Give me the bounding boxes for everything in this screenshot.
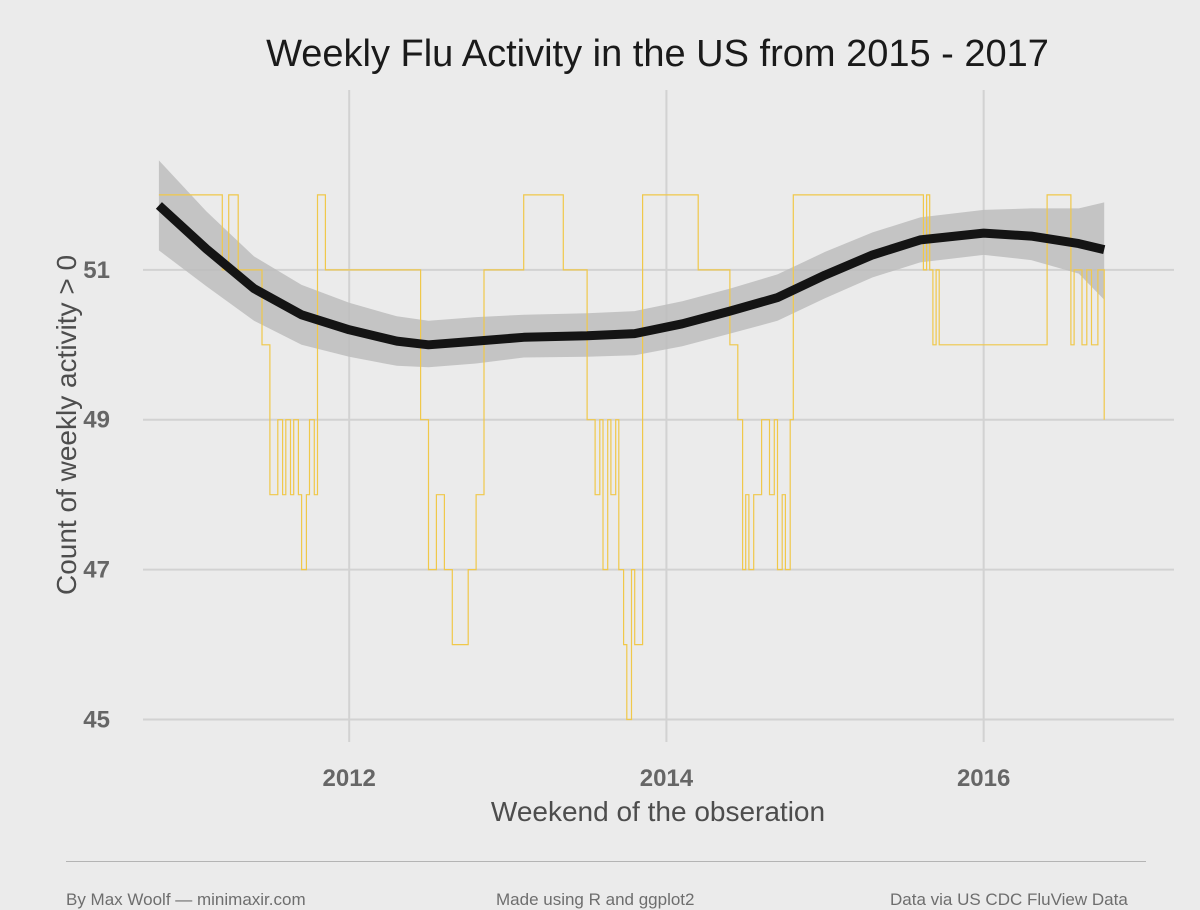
footer-source: Data via US CDC FluView Data xyxy=(890,890,1128,909)
x-tick-label-2016: 2016 xyxy=(957,765,1010,792)
confidence-ribbon xyxy=(158,160,1105,368)
footer-tools: Made using R and ggplot2 xyxy=(496,890,695,909)
series-line-weekly-activity xyxy=(158,194,1105,721)
series-line-smooth-trend xyxy=(155,202,1106,350)
x-tick-label-2014: 2014 xyxy=(640,765,694,792)
y-tick-label-45: 45 xyxy=(83,707,110,734)
chart-title: Weekly Flu Activity in the US from 2015 … xyxy=(266,33,1049,75)
tick-labels: 45 47 49 51 2012 2014 2016 xyxy=(83,257,1010,792)
footer-divider xyxy=(66,861,1146,862)
grid-layer xyxy=(143,90,1174,742)
x-axis-title: Weekend of the obseration xyxy=(491,796,825,827)
y-tick-label-51: 51 xyxy=(83,257,110,284)
footer-author: By Max Woolf — minimaxir.com xyxy=(66,890,306,909)
y-tick-label-47: 47 xyxy=(83,557,110,584)
x-tick-label-2012: 2012 xyxy=(323,765,376,792)
y-axis-title: Count of weekly activity > 0 xyxy=(51,255,82,595)
y-tick-label-49: 49 xyxy=(83,407,110,434)
